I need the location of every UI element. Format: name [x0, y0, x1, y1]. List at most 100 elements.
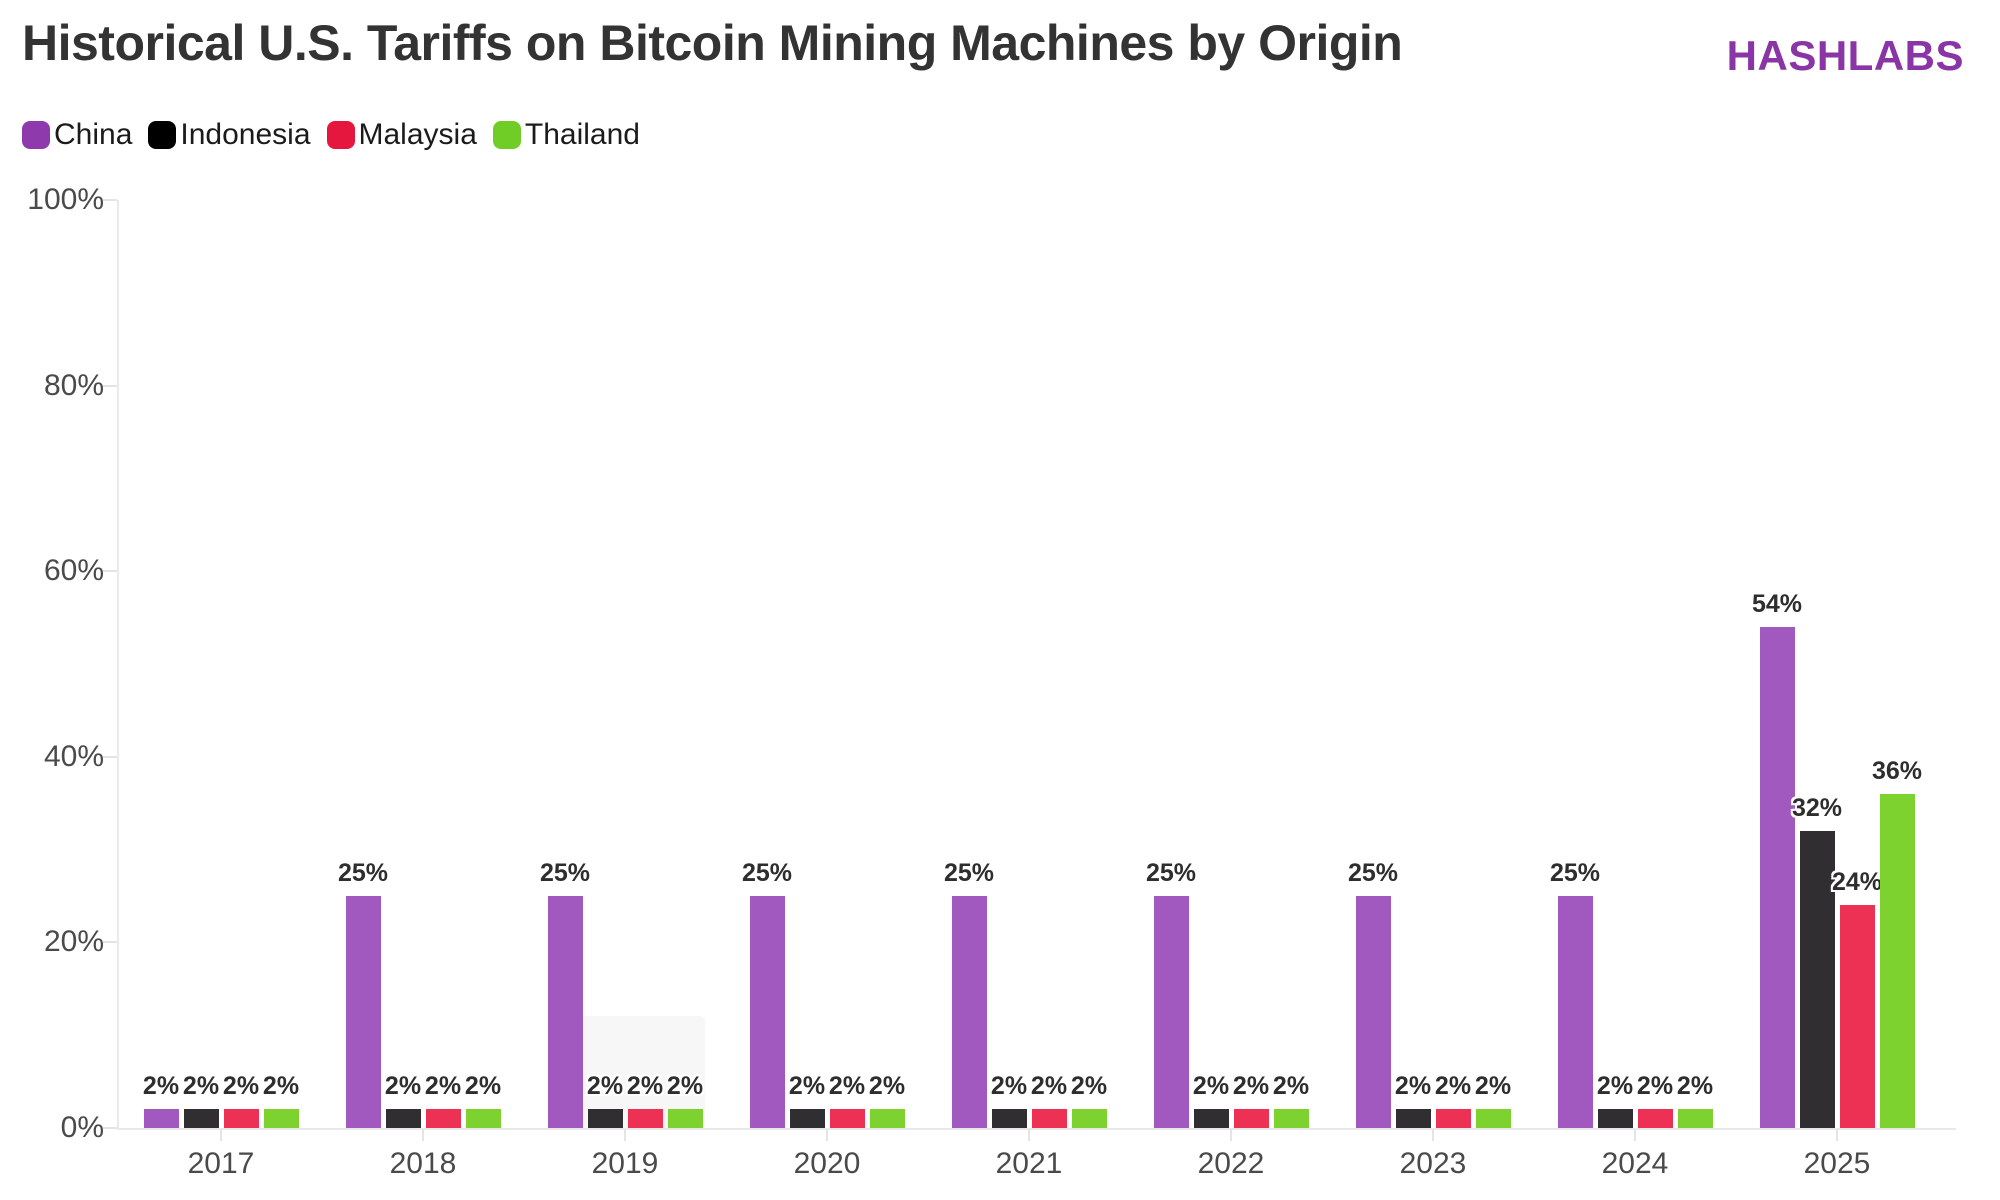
- bar-china-2021[interactable]: [951, 896, 987, 1128]
- bar-indonesia-2022[interactable]: [1193, 1109, 1229, 1128]
- value-label-malaysia-2020: 2%: [828, 1072, 866, 1101]
- value-label-china-2017: 2%: [142, 1072, 180, 1101]
- legend-item-malaysia[interactable]: Malaysia: [326, 118, 477, 151]
- y-axis-tick-label: 80%: [43, 368, 104, 402]
- bar-malaysia-2025[interactable]: [1839, 905, 1875, 1128]
- bar-thailand-2017[interactable]: [263, 1109, 299, 1128]
- legend-swatch-thailand: [492, 121, 521, 149]
- y-tick-mark: [103, 941, 117, 944]
- value-label-thailand-2025: 36%: [1871, 756, 1923, 785]
- legend-label: China: [54, 118, 133, 151]
- legend-item-china[interactable]: China: [22, 119, 132, 151]
- bar-indonesia-2021[interactable]: [991, 1109, 1027, 1128]
- y-axis-tick-label: 40%: [43, 739, 104, 773]
- value-label-malaysia-2023: 2%: [1434, 1072, 1472, 1101]
- bar-china-2018[interactable]: [345, 896, 381, 1128]
- y-tick-mark: [103, 199, 117, 201]
- bar-malaysia-2020[interactable]: [829, 1109, 865, 1128]
- bar-china-2019[interactable]: [547, 896, 583, 1128]
- bar-thailand-2025[interactable]: [1879, 793, 1915, 1128]
- x-axis-tick-label-2018: 2018: [389, 1147, 457, 1180]
- value-label-indonesia-2024: 2%: [1596, 1072, 1634, 1101]
- bar-indonesia-2024[interactable]: [1597, 1109, 1633, 1128]
- bar-thailand-2021[interactable]: [1071, 1109, 1107, 1128]
- bar-indonesia-2020[interactable]: [789, 1109, 825, 1128]
- value-label-thailand-2024: 2%: [1676, 1072, 1714, 1101]
- bar-malaysia-2017[interactable]: [223, 1109, 259, 1128]
- x-tick-mark: [826, 1130, 828, 1141]
- y-axis-tick-label: 60%: [43, 554, 104, 588]
- x-tick-mark: [1432, 1130, 1434, 1141]
- y-axis-tick-label: 0%: [60, 1111, 104, 1144]
- y-axis-line: [117, 200, 119, 1130]
- value-label-indonesia-2020: 2%: [788, 1072, 826, 1101]
- y-axis-tick-label: 20%: [43, 925, 104, 959]
- bar-china-2020[interactable]: [749, 896, 785, 1128]
- value-label-malaysia-2017: 2%: [222, 1072, 260, 1101]
- value-label-indonesia-2019: 2%: [586, 1072, 624, 1101]
- legend-item-indonesia[interactable]: Indonesia: [148, 119, 311, 151]
- value-label-thailand-2021: 2%: [1070, 1072, 1108, 1101]
- value-label-malaysia-2018: 2%: [424, 1072, 462, 1101]
- value-label-malaysia-2024: 2%: [1636, 1072, 1674, 1101]
- bar-indonesia-2023[interactable]: [1395, 1109, 1431, 1128]
- y-tick-mark: [103, 755, 117, 758]
- bar-malaysia-2019[interactable]: [627, 1109, 663, 1128]
- bar-malaysia-2023[interactable]: [1435, 1109, 1471, 1128]
- value-label-china-2025: 54%: [1751, 589, 1803, 618]
- x-tick-mark: [624, 1130, 626, 1141]
- value-label-china-2021: 25%: [943, 859, 995, 887]
- legend-label: Thailand: [524, 118, 640, 151]
- hover-highlight-band: [575, 1016, 705, 1128]
- legend-label: Malaysia: [358, 118, 477, 151]
- value-label-thailand-2022: 2%: [1272, 1072, 1310, 1101]
- bar-thailand-2018[interactable]: [465, 1109, 501, 1128]
- value-label-thailand-2019: 2%: [666, 1072, 704, 1101]
- bar-indonesia-2018[interactable]: [385, 1109, 421, 1128]
- bar-china-2022[interactable]: [1153, 896, 1189, 1128]
- value-label-indonesia-2023: 2%: [1394, 1072, 1432, 1101]
- bar-malaysia-2021[interactable]: [1031, 1109, 1067, 1128]
- x-tick-mark: [1028, 1130, 1030, 1141]
- bar-indonesia-2025[interactable]: [1799, 831, 1835, 1128]
- legend-item-thailand[interactable]: Thailand: [492, 118, 640, 151]
- bar-malaysia-2024[interactable]: [1637, 1109, 1673, 1128]
- value-label-china-2024: 25%: [1549, 859, 1601, 887]
- value-label-malaysia-2025: 24%: [1831, 868, 1883, 897]
- y-axis-tick-label: 100%: [27, 183, 104, 216]
- x-tick-mark: [1634, 1130, 1636, 1141]
- value-label-china-2023: 25%: [1347, 859, 1399, 887]
- bar-thailand-2020[interactable]: [869, 1109, 905, 1128]
- legend-swatch-malaysia: [326, 121, 355, 149]
- value-label-malaysia-2022: 2%: [1232, 1072, 1270, 1101]
- value-label-indonesia-2018: 2%: [384, 1072, 422, 1101]
- value-label-malaysia-2021: 2%: [1030, 1072, 1068, 1101]
- value-label-china-2020: 25%: [741, 859, 793, 887]
- bar-indonesia-2017[interactable]: [183, 1109, 219, 1128]
- legend-swatch-china: [22, 121, 50, 149]
- value-label-thailand-2017: 2%: [262, 1072, 300, 1101]
- bar-malaysia-2018[interactable]: [425, 1109, 461, 1128]
- bar-china-2025[interactable]: [1759, 626, 1795, 1128]
- bar-china-2017[interactable]: [143, 1109, 179, 1128]
- bar-thailand-2024[interactable]: [1677, 1109, 1713, 1128]
- value-label-indonesia-2025: 32%: [1791, 794, 1843, 823]
- bar-thailand-2023[interactable]: [1475, 1109, 1511, 1128]
- bar-thailand-2022[interactable]: [1273, 1109, 1309, 1128]
- bar-indonesia-2019[interactable]: [587, 1109, 623, 1128]
- x-axis-line: [117, 1128, 1956, 1130]
- value-label-china-2022: 25%: [1145, 859, 1197, 887]
- bar-china-2023[interactable]: [1355, 896, 1391, 1128]
- y-tick-mark: [103, 384, 117, 387]
- bar-malaysia-2022[interactable]: [1233, 1109, 1269, 1128]
- y-tick-mark: [103, 570, 117, 573]
- value-label-china-2019: 25%: [539, 859, 591, 887]
- bar-thailand-2019[interactable]: [667, 1109, 703, 1128]
- x-axis-tick-label-2019: 2019: [591, 1147, 659, 1180]
- value-label-malaysia-2019: 2%: [626, 1072, 664, 1101]
- bar-china-2024[interactable]: [1557, 896, 1593, 1128]
- x-tick-mark: [220, 1130, 222, 1141]
- value-label-indonesia-2017: 2%: [182, 1072, 220, 1101]
